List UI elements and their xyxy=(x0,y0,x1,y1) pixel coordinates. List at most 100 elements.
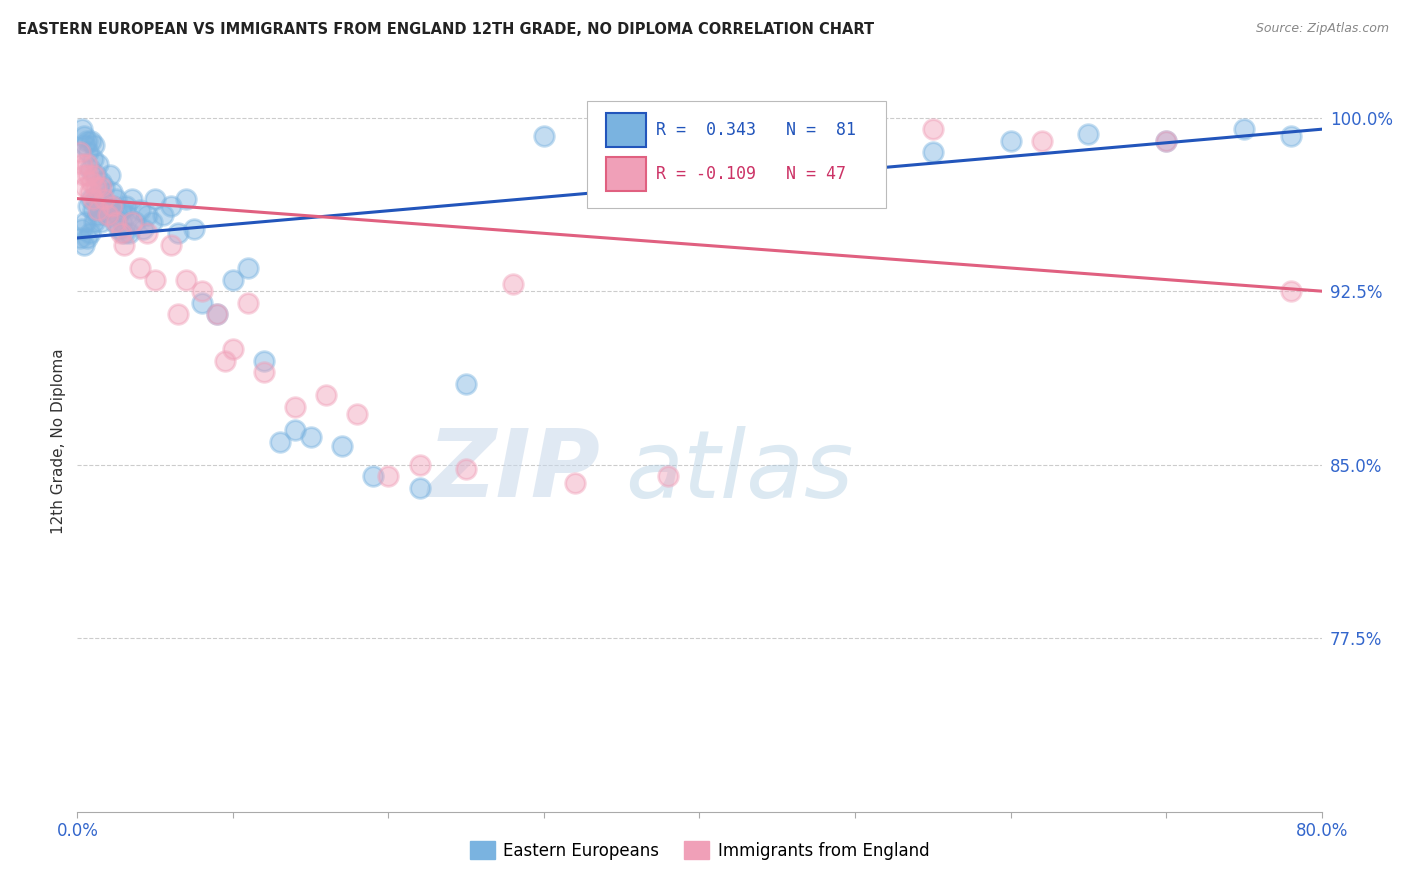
Point xyxy=(533,129,555,144)
Point xyxy=(844,129,866,144)
Point xyxy=(110,203,132,218)
Point xyxy=(159,198,181,212)
Point xyxy=(1077,127,1099,141)
Point xyxy=(284,400,307,414)
Point xyxy=(83,215,105,229)
Point xyxy=(377,469,399,483)
Point xyxy=(105,192,128,206)
Point xyxy=(96,208,118,222)
Point xyxy=(98,169,121,183)
Point xyxy=(766,134,789,148)
Point xyxy=(1154,134,1177,148)
Point xyxy=(183,221,205,235)
Point xyxy=(114,198,136,212)
Point xyxy=(107,208,129,222)
Point xyxy=(253,353,276,368)
Point xyxy=(167,227,190,241)
Point xyxy=(112,238,135,252)
Point xyxy=(79,227,101,241)
Point xyxy=(112,227,135,241)
Point xyxy=(70,122,93,136)
Point xyxy=(167,307,190,321)
Point xyxy=(214,353,236,368)
Point xyxy=(100,185,122,199)
Text: R =  0.343   N =  81: R = 0.343 N = 81 xyxy=(657,120,856,139)
Point xyxy=(689,122,711,136)
Point xyxy=(111,215,134,229)
Point xyxy=(253,365,276,379)
Text: ZIP: ZIP xyxy=(427,425,600,517)
Point xyxy=(191,284,214,298)
Point xyxy=(79,185,101,199)
Point xyxy=(70,221,93,235)
FancyBboxPatch shape xyxy=(606,112,645,147)
Text: Source: ZipAtlas.com: Source: ZipAtlas.com xyxy=(1256,22,1389,36)
Point xyxy=(1233,122,1256,136)
Point xyxy=(93,180,115,194)
Point xyxy=(83,138,105,153)
Point xyxy=(76,231,98,245)
Point xyxy=(84,169,107,183)
Point xyxy=(131,221,153,235)
Point xyxy=(91,192,114,206)
Point xyxy=(69,231,91,245)
Point xyxy=(69,145,91,160)
Point xyxy=(299,430,322,444)
Point xyxy=(76,134,98,148)
Point xyxy=(104,215,127,229)
Point xyxy=(87,185,110,199)
Point xyxy=(207,307,229,321)
Point xyxy=(502,277,524,292)
Point xyxy=(174,272,197,286)
Text: EASTERN EUROPEAN VS IMMIGRANTS FROM ENGLAND 12TH GRADE, NO DIPLOMA CORRELATION C: EASTERN EUROPEAN VS IMMIGRANTS FROM ENGL… xyxy=(17,22,875,37)
Point xyxy=(456,462,478,476)
Point xyxy=(77,169,100,183)
Point xyxy=(101,198,124,212)
Point xyxy=(76,157,98,171)
Point xyxy=(115,208,138,222)
Point xyxy=(408,458,430,472)
Point xyxy=(100,198,122,212)
Point xyxy=(80,134,103,148)
Point xyxy=(1031,134,1053,148)
Point xyxy=(82,203,104,218)
Point xyxy=(143,272,166,286)
Point xyxy=(136,227,159,241)
Point xyxy=(222,272,245,286)
Point xyxy=(564,476,586,491)
Point xyxy=(1154,134,1177,148)
Point xyxy=(121,215,143,229)
Point xyxy=(84,180,107,194)
Point xyxy=(921,145,943,160)
Legend: Eastern Europeans, Immigrants from England: Eastern Europeans, Immigrants from Engla… xyxy=(463,835,936,866)
Point xyxy=(93,192,115,206)
Point xyxy=(361,469,384,483)
Point xyxy=(72,129,94,144)
Point xyxy=(143,192,166,206)
Point xyxy=(86,157,108,171)
Point xyxy=(174,192,197,206)
Point xyxy=(128,203,150,218)
Point xyxy=(97,198,120,212)
Point xyxy=(330,439,353,453)
Point xyxy=(86,203,108,218)
Point xyxy=(72,238,94,252)
Point xyxy=(408,481,430,495)
Point xyxy=(105,215,128,229)
Point xyxy=(82,192,104,206)
Point xyxy=(159,238,181,252)
Point xyxy=(152,208,174,222)
Point xyxy=(921,122,943,136)
Point xyxy=(1000,134,1022,148)
Point xyxy=(222,342,245,356)
Point xyxy=(72,169,94,183)
Point xyxy=(1279,284,1302,298)
Point xyxy=(238,260,260,275)
Point xyxy=(121,192,143,206)
Point xyxy=(82,153,104,167)
Point xyxy=(456,376,478,391)
Point xyxy=(77,198,100,212)
Point xyxy=(75,138,97,153)
Point xyxy=(118,227,141,241)
Point xyxy=(97,208,120,222)
